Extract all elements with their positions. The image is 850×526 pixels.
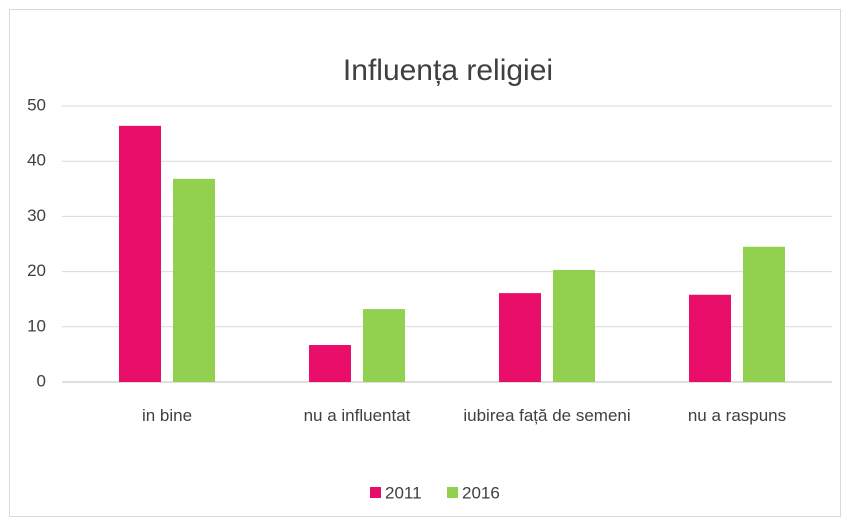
legend-swatch bbox=[370, 487, 381, 498]
bar bbox=[689, 294, 731, 382]
y-tick-label: 10 bbox=[27, 316, 46, 335]
y-tick-label: 20 bbox=[27, 261, 46, 280]
x-tick-label: nu a raspuns bbox=[687, 406, 787, 425]
bar bbox=[553, 269, 595, 382]
y-tick-label: 40 bbox=[27, 151, 46, 170]
legend-label: 2011 bbox=[385, 483, 422, 502]
y-tick-label: 50 bbox=[27, 95, 46, 114]
bar bbox=[743, 246, 785, 382]
bar bbox=[363, 309, 405, 382]
x-tick-label-box: nu a raspuns bbox=[687, 406, 787, 425]
bar bbox=[173, 178, 215, 382]
y-tick-label: 30 bbox=[27, 206, 46, 225]
x-tick-label: in bine bbox=[141, 406, 193, 425]
bar bbox=[119, 125, 161, 382]
x-tick-label-box: iubirea față de semeni bbox=[463, 406, 631, 425]
x-tick-label-box: in bine bbox=[141, 406, 193, 425]
legend-label: 2016 bbox=[462, 483, 500, 502]
x-tick-label: iubirea față de semeni bbox=[463, 406, 631, 425]
chart-title: Influența religiei bbox=[343, 54, 553, 87]
y-tick-label: 0 bbox=[37, 371, 46, 390]
x-tick-label: nu a influentat bbox=[303, 406, 411, 425]
legend-swatch bbox=[447, 487, 458, 498]
x-tick-label-box: nu a influentat bbox=[303, 406, 411, 425]
bar bbox=[499, 293, 541, 382]
bar bbox=[309, 345, 351, 382]
